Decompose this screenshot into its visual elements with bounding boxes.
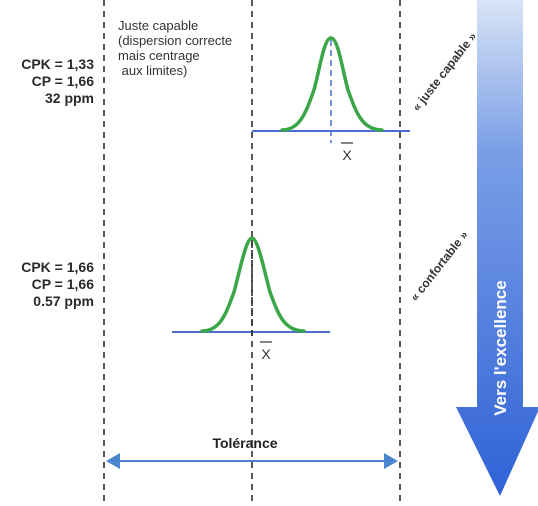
excellence-label: Vers l'excellence [491,280,510,415]
tolerance-label: Tolérance [212,435,277,451]
case1-note-line-3: mais centrage [118,48,200,63]
excellence-arrow [456,0,538,496]
case2-cpk: CPK = 1,66 [21,259,94,275]
case2-cp: CP = 1,66 [31,276,94,292]
case2-stats: CPK = 1,66 CP = 1,66 0.57 ppm [2,259,94,310]
curve2-mean-label: X [261,346,271,362]
curve1-mean-label: X [342,147,352,163]
case2-ppm: 0.57 ppm [33,293,94,309]
case1-note-line-4: aux limites) [118,63,188,78]
tolerance-arrow-right-head [384,453,398,469]
case1-cpk: CPK = 1,33 [21,56,94,72]
case1-stats: CPK = 1,33 CP = 1,66 32 ppm [2,56,94,107]
case2-label: « confortable » [407,228,471,304]
case1-label: « juste capable » [409,29,479,114]
case1-cp: CP = 1,66 [31,73,94,89]
tolerance-arrow-left-head [106,453,120,469]
case1-note: Juste capable (dispersion correcte mais … [118,18,258,78]
curve2-bell [200,236,306,333]
case1-note-line-2: (dispersion correcte [118,33,233,48]
case1-note-line-1: Juste capable [118,18,199,33]
case1-ppm: 32 ppm [44,90,94,106]
curve1-bell [280,36,384,132]
